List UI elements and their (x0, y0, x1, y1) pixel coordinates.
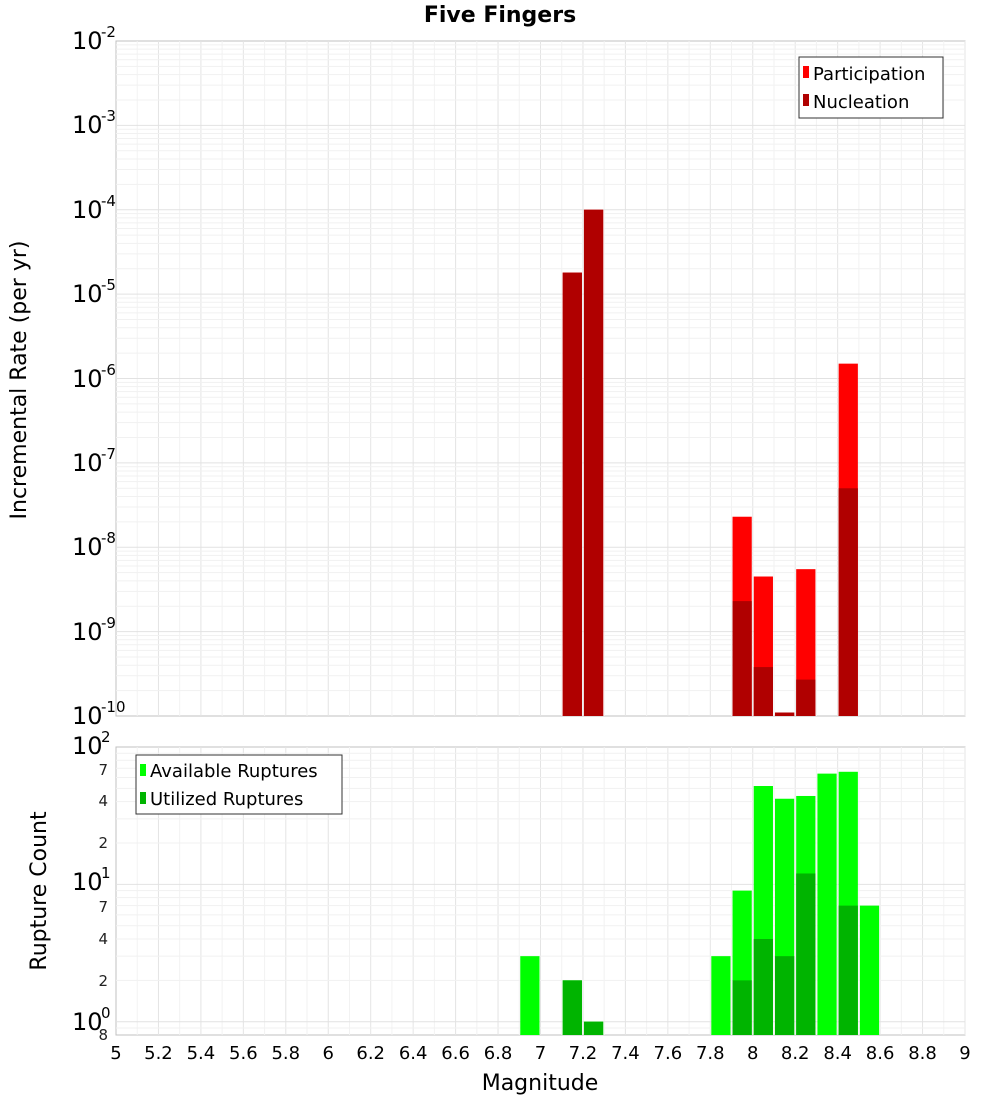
x-tick-label: 8 (747, 1043, 758, 1064)
top-panel: 10-210-310-410-510-610-710-810-910-10 In… (7, 23, 966, 730)
top-grid (116, 41, 966, 716)
top-y-tick-base: 10 (72, 702, 103, 730)
bottom-y-axis-label: Rupture Count (27, 811, 52, 971)
top-y-tick-base: 10 (72, 449, 103, 477)
bottom-y-minor-tick-label: 2 (98, 972, 108, 990)
top-nucleation-bars (562, 209, 858, 716)
bottom-utilized-bars (562, 873, 858, 1035)
nucleation-bar (562, 272, 582, 716)
x-tick-label: 8.8 (908, 1043, 937, 1064)
x-tick-label: 6.2 (356, 1043, 385, 1064)
x-tick-label: 9 (959, 1043, 970, 1064)
x-tick-label: 7.2 (569, 1043, 598, 1064)
top-y-tick-exponent: -4 (101, 192, 116, 210)
bottom-y-tick-base: 10 (72, 732, 103, 760)
bottom-legend: Available Ruptures Utilized Ruptures (135, 754, 343, 815)
top-y-axis-label: Incremental Rate (per yr) (7, 241, 32, 520)
top-y-tick-exponent: -10 (101, 698, 126, 716)
utilized-ruptures-bar (753, 939, 773, 1035)
bottom-y-tick-base: 10 (72, 1008, 103, 1036)
top-y-tick-base: 10 (72, 280, 103, 308)
utilized-ruptures-bar (774, 956, 795, 1035)
bottom-y-minor-tick-label: 4 (98, 930, 108, 948)
available-ruptures-bar (520, 956, 540, 1035)
available-ruptures-bar (711, 956, 731, 1035)
top-y-tick-exponent: -2 (101, 23, 116, 41)
legend-available-label: Available Ruptures (150, 761, 318, 782)
bottom-y-minor-tick-label: 4 (98, 792, 108, 810)
available-ruptures-bar (859, 905, 880, 1035)
utilized-ruptures-bar (732, 980, 752, 1035)
utilized-ruptures-bar (562, 980, 582, 1035)
legend-nucleation-label: Nucleation (813, 92, 909, 113)
top-y-tick-base: 10 (72, 111, 103, 139)
bottom-y-minor-tick-label: 7 (98, 761, 108, 779)
available-ruptures-bar (817, 773, 837, 1035)
chart-title: Five Fingers (424, 3, 576, 28)
top-y-tick-base: 10 (72, 196, 103, 224)
x-tick-label: 8.2 (781, 1043, 810, 1064)
top-y-tick-exponent: -6 (101, 361, 116, 379)
bottom-y-tick-exponent: 0 (101, 1004, 111, 1022)
x-tick-label: 6.4 (399, 1043, 428, 1064)
bottom-y-tick-exponent: 1 (101, 864, 111, 882)
x-tick-label: 6.6 (441, 1043, 470, 1064)
nucleation-bar (753, 667, 773, 716)
legend-nucleation-swatch (803, 94, 809, 106)
participation-bar (796, 569, 816, 716)
utilized-ruptures-bar (838, 905, 858, 1035)
top-y-tick-exponent: -5 (101, 276, 116, 294)
x-tick-label: 5.4 (187, 1043, 216, 1064)
legend-utilized-label: Utilized Ruptures (150, 789, 303, 810)
top-legend-box (798, 56, 944, 119)
x-axis-label: Magnitude (482, 1071, 599, 1096)
bottom-y-minor-tick-label: 7 (98, 898, 108, 916)
top-legend: Participation Nucleation (798, 56, 944, 119)
utilized-ruptures-bar (796, 873, 816, 1035)
bottom-y-minor-tick-label: 8 (98, 1026, 108, 1044)
x-tick-label: 8.4 (823, 1043, 852, 1064)
bottom-grid (116, 747, 966, 1035)
x-tick-label: 7.6 (654, 1043, 683, 1064)
utilized-ruptures-bar (583, 1021, 604, 1035)
legend-available-swatch (140, 764, 146, 776)
top-y-tick-base: 10 (72, 533, 103, 561)
x-tick-label: 7.8 (696, 1043, 725, 1064)
nucleation-bar (796, 679, 816, 716)
x-tick-label: 5 (110, 1043, 121, 1064)
legend-participation-label: Participation (813, 64, 925, 85)
bottom-legend-box (135, 754, 343, 815)
bottom-y-minor-tick-label: 2 (98, 834, 108, 852)
nucleation-bar (583, 209, 604, 716)
legend-utilized-swatch (140, 792, 146, 804)
bottom-y-tick-base: 10 (72, 868, 103, 896)
nucleation-bar (838, 488, 858, 716)
top-y-tick-exponent: -8 (101, 529, 116, 547)
nucleation-bar (774, 712, 795, 716)
x-tick-label: 6 (323, 1043, 334, 1064)
nucleation-bar (732, 601, 752, 716)
top-y-tick-base: 10 (72, 27, 103, 55)
top-y-tick-base: 10 (72, 365, 103, 393)
top-y-tick-exponent: -9 (101, 614, 116, 632)
top-y-tick-labels: 10-210-310-410-510-610-710-810-910-10 (72, 23, 126, 730)
legend-participation-swatch (803, 66, 809, 78)
x-tick-label: 5.6 (229, 1043, 258, 1064)
bottom-y-tick-exponent: 2 (101, 728, 111, 746)
x-tick-label: 5.8 (271, 1043, 300, 1064)
x-tick-label: 7.4 (611, 1043, 640, 1064)
top-y-tick-exponent: -3 (101, 107, 116, 125)
x-tick-label: 8.6 (866, 1043, 895, 1064)
top-y-tick-exponent: -7 (101, 445, 116, 463)
x-tick-label: 6.8 (484, 1043, 513, 1064)
x-tick-label: 7 (535, 1043, 546, 1064)
x-tick-labels: 5 5.2 5.4 5.6 5.8 6 6.2 6.4 6.6 6.8 7 7.2 7.4 7.6 7.8 8… (110, 1043, 970, 1064)
top-y-tick-base: 10 (72, 618, 103, 646)
x-tick-label: 5.2 (144, 1043, 173, 1064)
